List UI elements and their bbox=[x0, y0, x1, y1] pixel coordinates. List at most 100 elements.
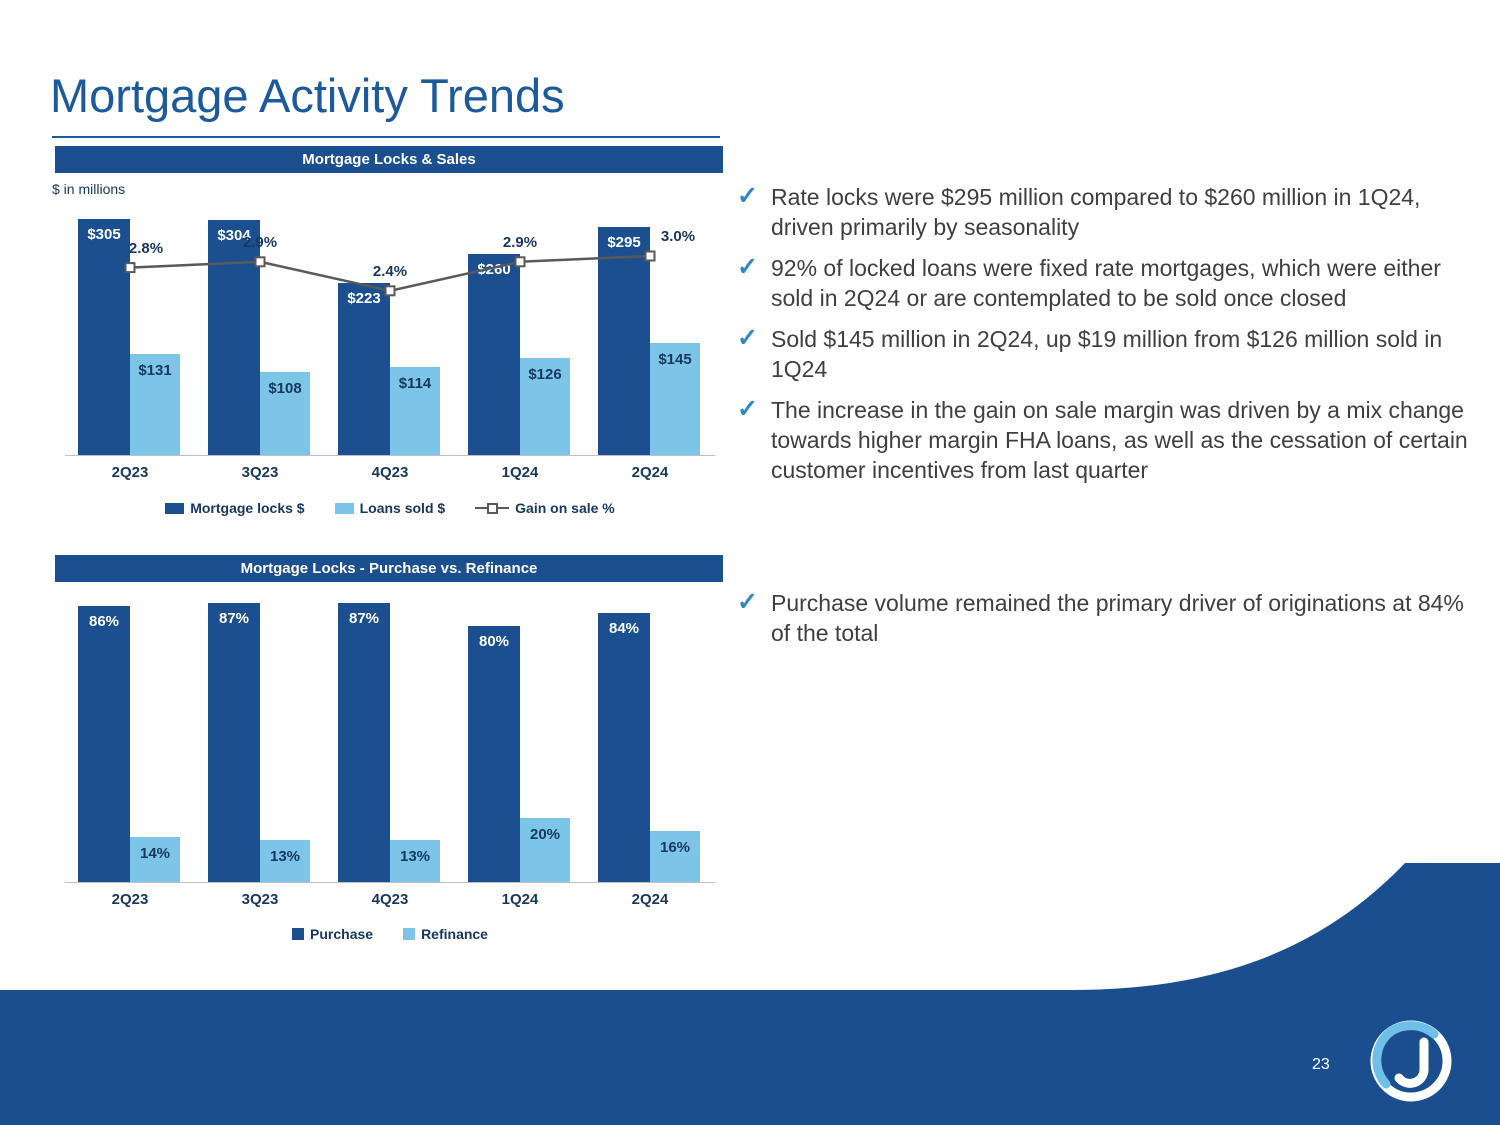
check-icon: ✓ bbox=[737, 253, 758, 281]
bullet-list-bottom: ✓ Purchase volume remained the primary dr… bbox=[737, 588, 1485, 659]
line-marker bbox=[644, 250, 656, 262]
chart1-units-note: $ in millions bbox=[52, 181, 126, 197]
footer-band bbox=[0, 863, 1500, 1125]
legend-item-gain-on-sale: Gain on sale % bbox=[475, 500, 615, 516]
x-axis-label-2q24: 2Q24 bbox=[631, 891, 669, 908]
bar-purchase-2q23 bbox=[78, 606, 130, 882]
x-axis-label-1q24: 1Q24 bbox=[501, 464, 539, 481]
bar-loans-sold-2q24 bbox=[650, 343, 700, 455]
x-axis-label-4q23: 4Q23 bbox=[371, 464, 409, 481]
legend-label: Loans sold $ bbox=[359, 500, 446, 516]
bar-value-label: $305 bbox=[87, 226, 121, 243]
bar-value-label: $223 bbox=[347, 290, 381, 307]
chart1-legend: Mortgage locks $ Loans sold $ Gain on sale… bbox=[65, 500, 715, 516]
bar-value-label: 87% bbox=[348, 610, 380, 627]
x-axis-label-2q23: 2Q23 bbox=[111, 464, 149, 481]
bar-mortgage-locks-2q23 bbox=[78, 219, 130, 455]
check-icon: ✓ bbox=[737, 182, 758, 210]
bar-value-label: $126 bbox=[528, 366, 562, 383]
legend-label: Mortgage locks $ bbox=[190, 500, 305, 516]
bar-loans-sold-3q23 bbox=[260, 372, 310, 455]
bar-refinance-1q24 bbox=[520, 818, 570, 882]
bar-value-label: 14% bbox=[139, 845, 171, 862]
gain-on-sale-value-label: 2.9% bbox=[502, 233, 538, 251]
x-axis-label-3q23: 3Q23 bbox=[241, 464, 279, 481]
x-axis-label-1q24: 1Q24 bbox=[501, 891, 539, 908]
bar-value-label: 13% bbox=[399, 848, 431, 865]
page-number: 23 bbox=[1312, 1056, 1330, 1073]
bar-refinance-3q23 bbox=[260, 840, 310, 882]
bar-mortgage-locks-2q24 bbox=[598, 227, 650, 455]
bar-purchase-3q23 bbox=[208, 603, 260, 882]
line-legend-glyph bbox=[475, 502, 510, 514]
x-axis-label-2q23: 2Q23 bbox=[111, 891, 149, 908]
page-title: Mortgage Activity Trends bbox=[50, 69, 565, 122]
bar-purchase-2q24 bbox=[598, 613, 650, 882]
legend-label: Refinance bbox=[421, 926, 488, 942]
bar-value-label: 13% bbox=[269, 848, 301, 865]
check-icon: ✓ bbox=[737, 395, 758, 423]
bullet-text: Purchase volume remained the primary dri… bbox=[771, 590, 1464, 646]
bar-mortgage-locks-3q23 bbox=[208, 220, 260, 455]
bar-value-label: $108 bbox=[268, 380, 302, 397]
legend-swatch bbox=[165, 502, 185, 514]
bar-mortgage-locks-1q24 bbox=[468, 254, 520, 455]
legend-label: Purchase bbox=[310, 926, 374, 942]
line-legend-marker bbox=[487, 502, 499, 514]
bullet-item: ✓ 92% of locked loans were fixed rate mor… bbox=[737, 253, 1485, 313]
bar-value-label: 16% bbox=[659, 839, 691, 856]
bar-refinance-2q23 bbox=[130, 837, 180, 882]
gain-on-sale-line bbox=[124, 250, 656, 297]
bar-value-label: $114 bbox=[398, 375, 432, 392]
gain-on-sale-value-label: 2.4% bbox=[372, 262, 408, 280]
bar-value-label: 86% bbox=[88, 613, 120, 630]
bullet-text: Rate locks were $295 million compared to… bbox=[771, 184, 1421, 240]
chart1-plot: $305 $131 2Q23 $304 $108 3Q23 $223 $114 4Q23 $260… bbox=[65, 200, 715, 481]
legend-item-loans-sold: Loans sold $ bbox=[334, 500, 446, 516]
bar-purchase-1q24 bbox=[468, 626, 520, 882]
bar-value-label: 87% bbox=[218, 610, 250, 627]
bar-value-label: 20% bbox=[529, 826, 561, 843]
legend-swatch bbox=[403, 928, 416, 940]
legend-item-refinance: Refinance bbox=[403, 926, 488, 942]
bullet-text: Sold $145 million in 2Q24, up $19 millio… bbox=[771, 326, 1443, 382]
bullet-text: 92% of locked loans were fixed rate mort… bbox=[771, 255, 1441, 311]
bullet-item: ✓ Sold $145 million in 2Q24, up $19 milli… bbox=[737, 324, 1485, 384]
legend-item-mortgage-locks: Mortgage locks $ bbox=[165, 500, 305, 516]
bar-refinance-2q24 bbox=[650, 831, 700, 882]
check-icon: ✓ bbox=[737, 324, 758, 352]
chart2-header: Mortgage Locks - Purchase vs. Refinance bbox=[55, 555, 723, 582]
bullet-item: ✓ Rate locks were $295 million compared t… bbox=[737, 182, 1485, 242]
gain-on-sale-value-label: 3.0% bbox=[660, 228, 696, 245]
legend-swatch bbox=[292, 928, 305, 940]
line-marker bbox=[514, 256, 526, 268]
chart1-header: Mortgage Locks & Sales bbox=[55, 146, 723, 173]
gain-on-sale-value-label: 2.9% bbox=[242, 233, 278, 251]
chart2-plot: 86% 14% 2Q23 87% 13% 3Q23 87% 13% 4Q23 80% 20% 1Q24… bbox=[65, 600, 715, 908]
bar-loans-sold-1q24 bbox=[520, 358, 570, 455]
gain-on-sale-value-label: 2.8% bbox=[128, 239, 164, 257]
line-marker bbox=[124, 262, 136, 274]
chart2-legend: Purchase Refinance bbox=[65, 926, 715, 942]
bar-value-label: $295 bbox=[607, 234, 641, 251]
bar-purchase-4q23 bbox=[338, 603, 390, 882]
bullet-text: The increase in the gain on sale margin … bbox=[771, 397, 1468, 483]
bar-refinance-4q23 bbox=[390, 840, 440, 882]
x-axis-label-4q23: 4Q23 bbox=[371, 891, 409, 908]
bar-value-label: $145 bbox=[658, 351, 692, 368]
bullet-item: ✓ The increase in the gain on sale margin… bbox=[737, 395, 1485, 485]
bar-loans-sold-2q23 bbox=[130, 354, 180, 455]
x-axis-label-2q24: 2Q24 bbox=[631, 464, 669, 481]
bar-loans-sold-4q23 bbox=[390, 367, 440, 455]
check-icon: ✓ bbox=[737, 588, 758, 616]
bar-value-label: $304 bbox=[217, 227, 251, 244]
bar-value-label: 84% bbox=[608, 620, 640, 637]
bar-value-label: 80% bbox=[478, 633, 510, 650]
company-logo bbox=[1370, 1020, 1452, 1102]
line-marker bbox=[254, 256, 266, 268]
legend-item-purchase: Purchase bbox=[292, 926, 373, 942]
bar-mortgage-locks-4q23 bbox=[338, 283, 390, 455]
legend-label: Gain on sale % bbox=[515, 500, 615, 516]
bar-value-label: $131 bbox=[138, 362, 172, 379]
